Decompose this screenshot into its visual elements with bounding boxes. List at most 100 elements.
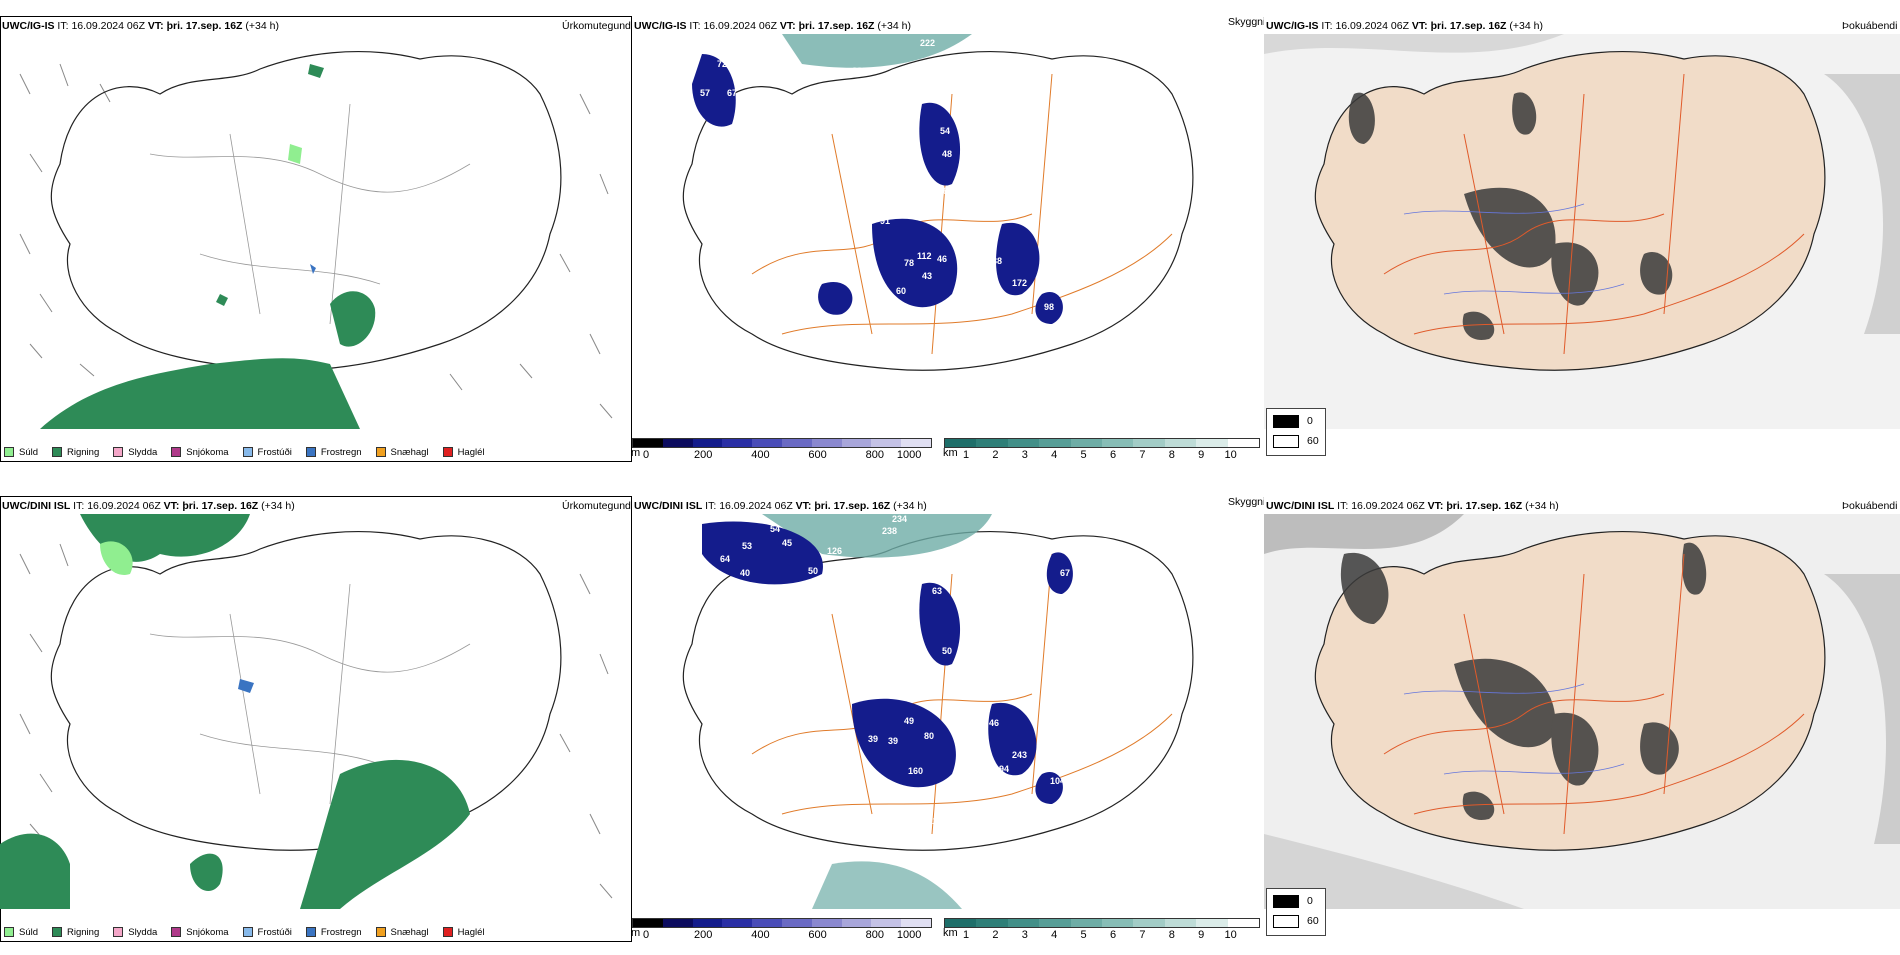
vis-label: 234	[892, 514, 907, 524]
vis-label: 48	[864, 274, 874, 284]
legend-item: Frostúði	[242, 926, 292, 938]
cloud-title: Skyggni	[1228, 496, 1264, 508]
tick-label: 6	[1109, 929, 1117, 941]
vis-label: 50	[808, 566, 818, 576]
vis-label: 104	[1050, 776, 1065, 786]
lead-time: (+34 h)	[877, 20, 911, 32]
precip-type-panel: UWC/DINI ISL IT: 16.09.2024 06Z VT: þri.…	[0, 480, 632, 950]
iceland-land	[1314, 531, 1826, 851]
vis-label: 243	[1012, 750, 1027, 760]
vis-label: 53	[742, 541, 752, 551]
it-value: 16.09.2024 06Z	[71, 20, 145, 32]
precip-type-panel: UWC/IG-IS IT: 16.09.2024 06Z VT: þri. 17…	[0, 0, 632, 470]
forecast-row-ig-is: UWC/IG-IS IT: 16.09.2024 06Z VT: þri. 17…	[0, 0, 1900, 475]
tick-label: 4	[1051, 449, 1058, 461]
vis-label: 67	[1060, 568, 1070, 578]
legend-label: Snæhagl	[390, 446, 429, 458]
cloud-title: Skyggni	[1228, 16, 1264, 28]
swatch	[4, 927, 14, 937]
model-name: UWC/DINI ISL	[2, 500, 71, 512]
rivers	[1403, 683, 1625, 775]
tick-label: 6	[1109, 449, 1117, 461]
legend-item: Frostregn	[305, 927, 362, 938]
it-label: IT:	[1321, 20, 1333, 32]
roads	[1383, 73, 1805, 355]
vis-label: 222	[920, 38, 935, 48]
vis-label: 48	[942, 149, 952, 159]
vis-label: 127	[917, 674, 932, 684]
height-ticks: 0 200 400 600 800 1000	[642, 448, 932, 462]
visibility-map: 222 888 72 57 67 101 54 48 48 91 112 46 …	[682, 34, 1194, 371]
swatch	[242, 447, 253, 457]
precip-legend: Súld Rigning Slydda Snjókoma Frostúði Fr…	[4, 444, 499, 460]
vis-label: 194	[994, 764, 1009, 774]
tick-label: 0	[642, 929, 650, 941]
lead-time: (+34 h)	[1525, 500, 1559, 512]
vis-label: 70	[912, 814, 922, 824]
vis-label: 39	[868, 734, 878, 744]
it-value: 16.09.2024 06Z	[1351, 500, 1425, 512]
wind-barbs	[19, 543, 613, 899]
legend-label: Slydda	[128, 926, 158, 938]
vis-label: 50	[942, 646, 952, 656]
tick-label: 7	[1139, 929, 1146, 941]
fog-legend-label: 60	[1307, 915, 1319, 927]
legend-label: Snjókoma	[186, 446, 229, 458]
legend-item: Slydda	[113, 927, 157, 938]
roads	[149, 583, 471, 805]
swatch	[242, 927, 253, 937]
panel-header: UWC/DINI ISL IT: 16.09.2024 06Z VT: þri.…	[1266, 500, 1559, 512]
swatch	[305, 927, 316, 937]
vis-label: 160	[908, 766, 923, 776]
vt-label: VT:	[779, 20, 796, 32]
tick-label: 1000	[896, 929, 922, 941]
swatch	[442, 447, 453, 457]
vis-label: 45	[782, 538, 792, 548]
vt-label: VT:	[795, 500, 812, 512]
fog-map	[1264, 514, 1900, 909]
legend-item: Snæhagl	[375, 446, 429, 458]
legend-label: Haglél	[457, 926, 485, 938]
height-ticks: 0 200 400 600 800 1000	[642, 928, 932, 942]
vis-label: 48	[938, 186, 948, 196]
vis-label: 888	[852, 66, 867, 76]
fog-title: Þokuábendi	[1842, 20, 1898, 32]
tick-label: 8	[1168, 929, 1175, 941]
tick-label: 400	[751, 449, 770, 461]
legend-item: Frostúði	[242, 447, 292, 458]
legend-label: Haglél	[457, 446, 485, 458]
vis-label: 49	[904, 716, 914, 726]
forecast-row-dini-isl: UWC/DINI ISL IT: 16.09.2024 06Z VT: þri.…	[0, 480, 1900, 955]
fog-legend-label: 60	[1307, 435, 1319, 447]
vis-label: 60	[896, 286, 906, 296]
tick-label: 1	[962, 929, 970, 941]
legend-item: Súld	[4, 447, 38, 458]
legend-label: Snjókoma	[186, 926, 229, 938]
vis-label: 91	[880, 216, 890, 226]
it-value: 16.09.2024 06Z	[703, 20, 777, 32]
tick-label: 3	[1021, 929, 1028, 941]
swatch	[113, 927, 124, 937]
vis-label: 126	[827, 546, 842, 556]
legend-label: Frostúði	[257, 926, 292, 938]
vt-value: þri. 17.sep. 16Z	[166, 20, 243, 32]
km-scale-bar	[944, 918, 1260, 928]
vis-label: 238	[882, 526, 897, 536]
lead-time: (+34 h)	[245, 20, 279, 32]
km-ticks: 1 2 3 4 5 6 7 8 9 10	[962, 928, 1260, 942]
legend-label: Frostregn	[320, 446, 362, 458]
vt-value: þri. 17.sep. 16Z	[1446, 500, 1523, 512]
it-value: 16.09.2024 06Z	[87, 500, 161, 512]
vt-value: þri. 17.sep. 16Z	[1430, 20, 1507, 32]
tick-label: 600	[808, 449, 827, 461]
swatch	[305, 447, 316, 457]
visibility-labels: 222 888 72 57 67 101 54 48 48 91 112 46 …	[700, 38, 1054, 356]
tick-label: 10	[1224, 929, 1237, 941]
tick-label: 800	[865, 929, 884, 941]
vis-label: 99	[797, 241, 807, 251]
tick-label: 0	[642, 449, 650, 461]
tick-label: 4	[1051, 929, 1058, 941]
swatch	[442, 927, 453, 937]
it-label: IT:	[1337, 500, 1349, 512]
vis-label: 118	[967, 296, 982, 306]
